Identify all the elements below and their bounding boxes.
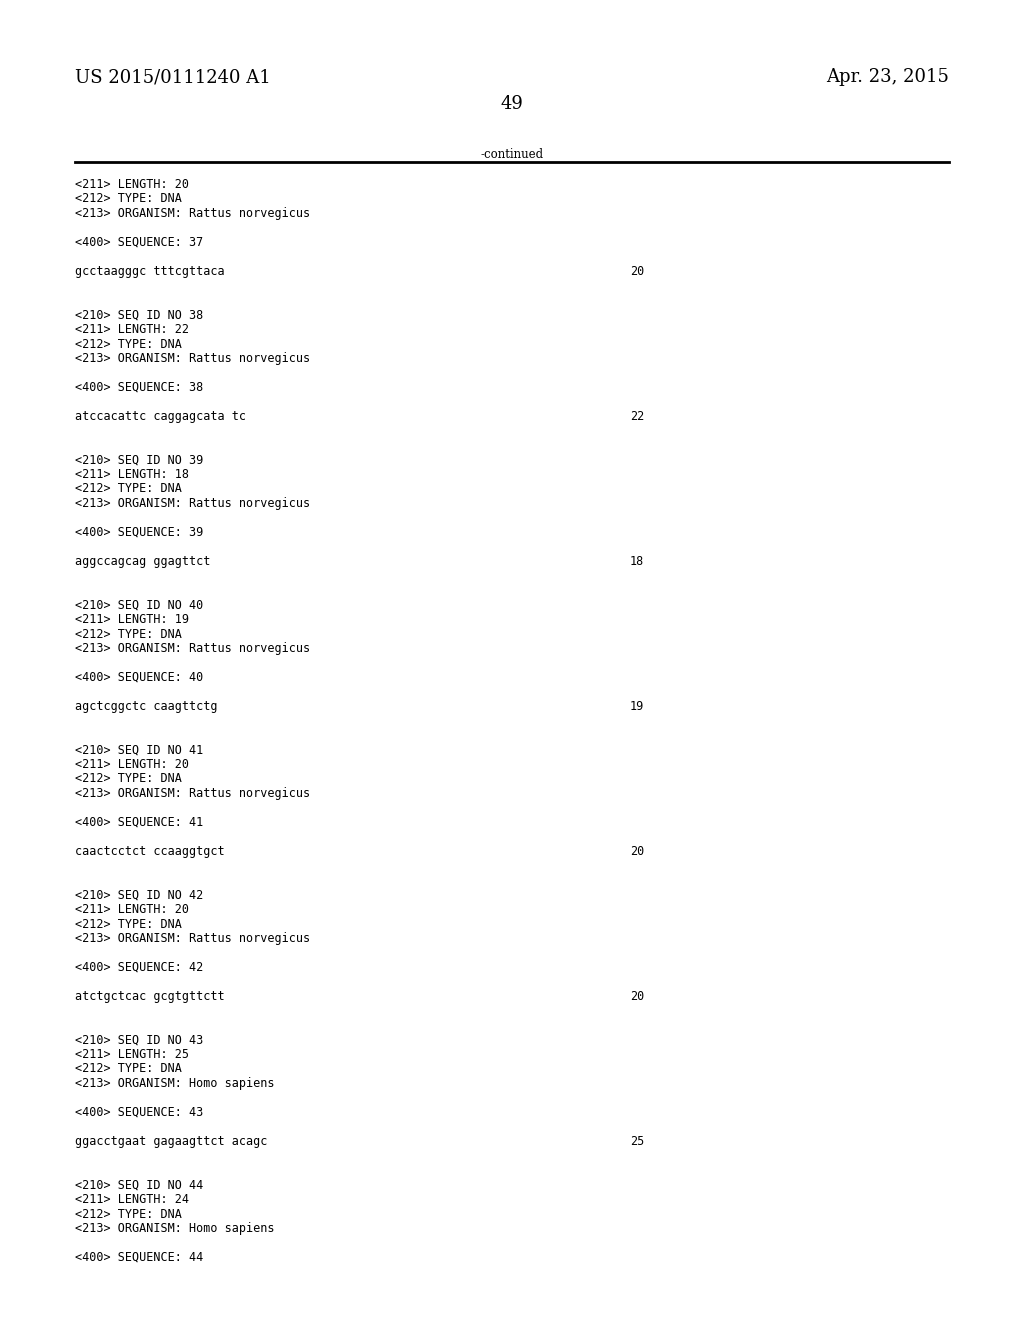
Text: <210> SEQ ID NO 40: <210> SEQ ID NO 40	[75, 598, 203, 611]
Text: <213> ORGANISM: Rattus norvegicus: <213> ORGANISM: Rattus norvegicus	[75, 642, 310, 655]
Text: <210> SEQ ID NO 43: <210> SEQ ID NO 43	[75, 1034, 203, 1047]
Text: <212> TYPE: DNA: <212> TYPE: DNA	[75, 483, 182, 495]
Text: <213> ORGANISM: Rattus norvegicus: <213> ORGANISM: Rattus norvegicus	[75, 932, 310, 945]
Text: <400> SEQUENCE: 37: <400> SEQUENCE: 37	[75, 236, 203, 249]
Text: gcctaagggc tttcgttaca: gcctaagggc tttcgttaca	[75, 265, 224, 279]
Text: <210> SEQ ID NO 38: <210> SEQ ID NO 38	[75, 309, 203, 322]
Text: 20: 20	[630, 845, 644, 858]
Text: <212> TYPE: DNA: <212> TYPE: DNA	[75, 627, 182, 640]
Text: <212> TYPE: DNA: <212> TYPE: DNA	[75, 917, 182, 931]
Text: <210> SEQ ID NO 41: <210> SEQ ID NO 41	[75, 743, 203, 756]
Text: <210> SEQ ID NO 42: <210> SEQ ID NO 42	[75, 888, 203, 902]
Text: <211> LENGTH: 22: <211> LENGTH: 22	[75, 323, 189, 337]
Text: <213> ORGANISM: Homo sapiens: <213> ORGANISM: Homo sapiens	[75, 1077, 274, 1090]
Text: <210> SEQ ID NO 39: <210> SEQ ID NO 39	[75, 454, 203, 466]
Text: US 2015/0111240 A1: US 2015/0111240 A1	[75, 69, 270, 86]
Text: <211> LENGTH: 18: <211> LENGTH: 18	[75, 469, 189, 480]
Text: 19: 19	[630, 700, 644, 713]
Text: 25: 25	[630, 1135, 644, 1148]
Text: <213> ORGANISM: Rattus norvegicus: <213> ORGANISM: Rattus norvegicus	[75, 352, 310, 366]
Text: ggacctgaat gagaagttct acagc: ggacctgaat gagaagttct acagc	[75, 1135, 267, 1148]
Text: agctcggctc caagttctg: agctcggctc caagttctg	[75, 700, 217, 713]
Text: <400> SEQUENCE: 43: <400> SEQUENCE: 43	[75, 1106, 203, 1119]
Text: atccacattc caggagcata tc: atccacattc caggagcata tc	[75, 411, 246, 422]
Text: <212> TYPE: DNA: <212> TYPE: DNA	[75, 1208, 182, 1221]
Text: <213> ORGANISM: Rattus norvegicus: <213> ORGANISM: Rattus norvegicus	[75, 207, 310, 220]
Text: <211> LENGTH: 20: <211> LENGTH: 20	[75, 178, 189, 191]
Text: 18: 18	[630, 554, 644, 568]
Text: <400> SEQUENCE: 39: <400> SEQUENCE: 39	[75, 525, 203, 539]
Text: <400> SEQUENCE: 44: <400> SEQUENCE: 44	[75, 1251, 203, 1265]
Text: <212> TYPE: DNA: <212> TYPE: DNA	[75, 338, 182, 351]
Text: <211> LENGTH: 20: <211> LENGTH: 20	[75, 758, 189, 771]
Text: <400> SEQUENCE: 40: <400> SEQUENCE: 40	[75, 671, 203, 684]
Text: <212> TYPE: DNA: <212> TYPE: DNA	[75, 1063, 182, 1076]
Text: 22: 22	[630, 411, 644, 422]
Text: <213> ORGANISM: Rattus norvegicus: <213> ORGANISM: Rattus norvegicus	[75, 498, 310, 510]
Text: <213> ORGANISM: Homo sapiens: <213> ORGANISM: Homo sapiens	[75, 1222, 274, 1236]
Text: Apr. 23, 2015: Apr. 23, 2015	[826, 69, 949, 86]
Text: <212> TYPE: DNA: <212> TYPE: DNA	[75, 772, 182, 785]
Text: caactcctct ccaaggtgct: caactcctct ccaaggtgct	[75, 845, 224, 858]
Text: <211> LENGTH: 19: <211> LENGTH: 19	[75, 612, 189, 626]
Text: 49: 49	[501, 95, 523, 114]
Text: <211> LENGTH: 20: <211> LENGTH: 20	[75, 903, 189, 916]
Text: <400> SEQUENCE: 41: <400> SEQUENCE: 41	[75, 816, 203, 829]
Text: <400> SEQUENCE: 38: <400> SEQUENCE: 38	[75, 381, 203, 393]
Text: 20: 20	[630, 265, 644, 279]
Text: aggccagcag ggagttct: aggccagcag ggagttct	[75, 554, 210, 568]
Text: <211> LENGTH: 25: <211> LENGTH: 25	[75, 1048, 189, 1061]
Text: -continued: -continued	[480, 148, 544, 161]
Text: atctgctcac gcgtgttctt: atctgctcac gcgtgttctt	[75, 990, 224, 1003]
Text: 20: 20	[630, 990, 644, 1003]
Text: <400> SEQUENCE: 42: <400> SEQUENCE: 42	[75, 961, 203, 974]
Text: <210> SEQ ID NO 44: <210> SEQ ID NO 44	[75, 1179, 203, 1192]
Text: <212> TYPE: DNA: <212> TYPE: DNA	[75, 193, 182, 206]
Text: <213> ORGANISM: Rattus norvegicus: <213> ORGANISM: Rattus norvegicus	[75, 787, 310, 800]
Text: <211> LENGTH: 24: <211> LENGTH: 24	[75, 1193, 189, 1206]
